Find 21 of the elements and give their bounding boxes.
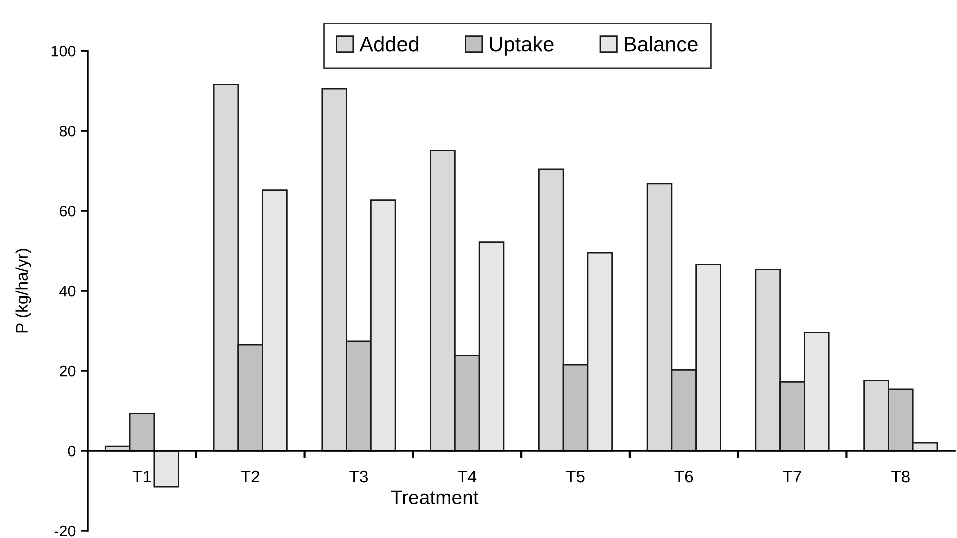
legend-label: Added — [360, 36, 419, 52]
legend-label: Uptake — [490, 36, 554, 56]
x-tick-label: T3 — [350, 470, 368, 483]
x-tick-label: T8 — [892, 470, 910, 483]
x-tick-label: T7 — [783, 471, 802, 483]
y-tick-label: 100 — [52, 46, 76, 57]
y-tick-label: 60 — [60, 206, 76, 217]
legend-label: Balance — [625, 36, 698, 52]
y-tick-label: 0 — [68, 446, 76, 457]
x-tick-label: T1 — [132, 471, 152, 483]
x-tick-label: T6 — [674, 470, 694, 483]
y-tick-label: 80 — [60, 126, 76, 137]
y-tick-label: 20 — [60, 366, 76, 377]
x-tick-label: T4 — [458, 471, 477, 483]
y-axis-title: P (kg/ha/yr) — [16, 249, 32, 333]
y-tick-label: -20 — [54, 526, 76, 537]
x-tick-label: T2 — [241, 470, 260, 483]
x-tick-label: T5 — [566, 471, 585, 483]
y-tick-label: 40 — [60, 286, 76, 297]
x-axis-title: Treatment — [391, 490, 479, 504]
bar — [154, 450, 180, 488]
